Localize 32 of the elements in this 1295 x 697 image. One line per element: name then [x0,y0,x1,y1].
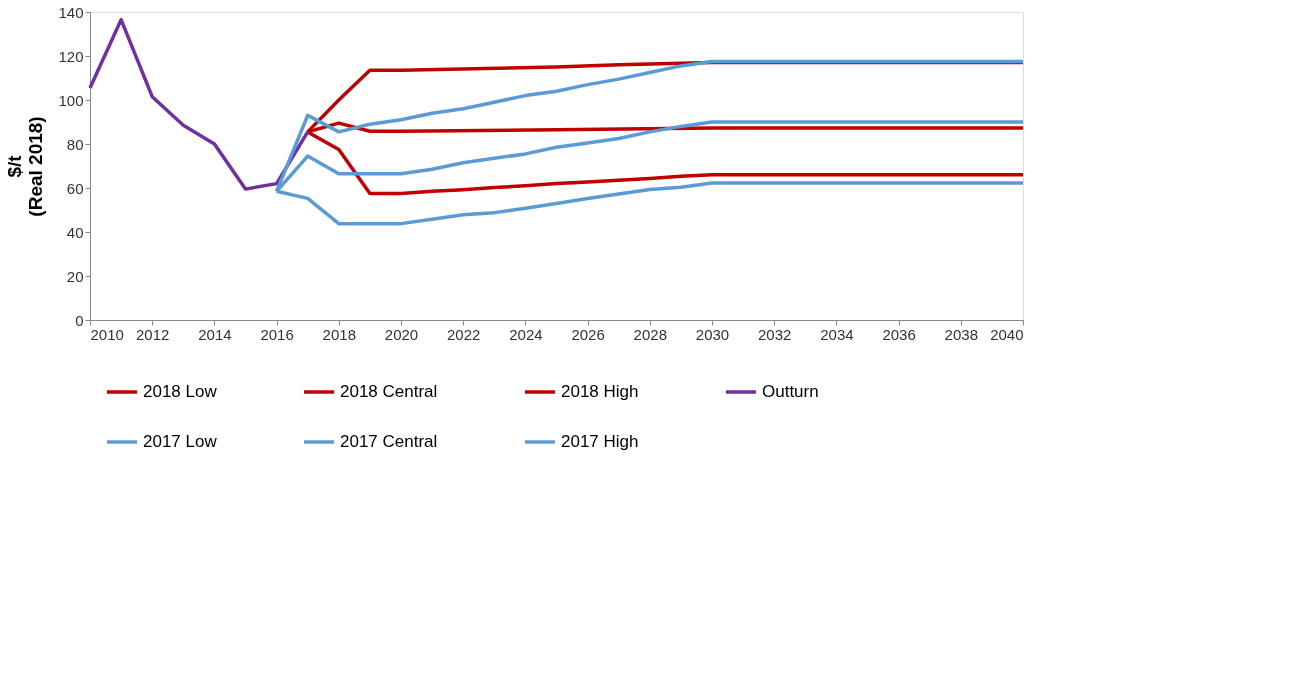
y-tick-label: 20 [66,267,84,285]
x-tick-label: 2038 [944,325,978,343]
legend-label: 2017 High [561,432,639,451]
y-tick-label: 80 [66,135,84,153]
x-tick-label: 2018 [322,325,356,343]
legend-label: 2018 High [561,382,639,401]
y-axis-title: $/t (Real 2018) [4,116,47,217]
x-tick-label: 2014 [198,325,232,343]
x-tick-label: 2020 [384,325,419,343]
legend-label: 2018 Central [340,382,438,401]
x-tick-label: 2026 [571,325,605,343]
x-tick-label: 2030 [695,325,730,343]
x-tick-label: 2012 [136,325,170,343]
x-tick-label: 2040 [990,325,1024,343]
legend-label: 2017 Central [340,432,438,451]
x-tick-label: 2034 [820,325,854,343]
x-tick-label: 2024 [509,325,543,343]
x-tick-label: 2010 [90,325,124,343]
legend-label: 2018 Low [143,382,218,401]
x-tick-label: 2028 [633,325,667,343]
y-tick-label: 0 [75,311,84,329]
y-tick-label: 120 [58,47,84,65]
y-tick-label: 140 [58,3,84,21]
y-tick-label: 100 [58,91,84,109]
x-tick-label: 2032 [758,325,792,343]
y-tick-label: 60 [66,179,84,197]
legend-label: 2017 Low [143,432,218,451]
x-tick-label: 2022 [447,325,481,343]
y-tick-label: 40 [66,223,84,241]
x-tick-label: 2036 [882,325,916,343]
legend-label: Outturn [762,382,819,401]
x-tick-label: 2016 [260,325,294,343]
